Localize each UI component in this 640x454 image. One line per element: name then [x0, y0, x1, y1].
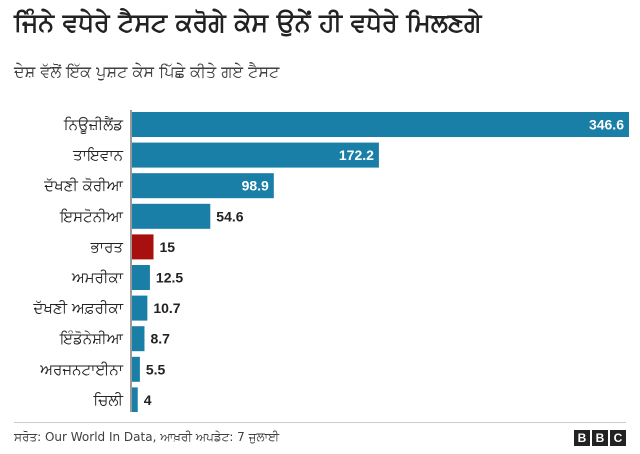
- bar: [132, 356, 140, 382]
- bar: [132, 234, 154, 260]
- value-label: 10.7: [153, 300, 180, 316]
- bbc-logo: B B C: [574, 430, 626, 446]
- category-label: ਦੱਖਣੀ ਕੋਰੀਆ: [43, 177, 124, 195]
- chart-title: ਜਿੰਨੇ ਵਧੇਰੇ ਟੈਸਟ ਕਰੋਗੇ ਕੇਸ ਉਨੇਂ ਹੀ ਵਧੇਰੇ…: [14, 8, 482, 37]
- category-label: ਨਿਊਜ਼ੀਲੈਂਡ: [63, 116, 124, 134]
- value-label: 8.7: [150, 331, 170, 347]
- source-note: ਸਰੋਤ: Our World In Data, ਆਖ਼ਰੀ ਅਪਡੇਟ: 7 …: [14, 430, 280, 444]
- category-label: ਅਰਜਨਟਾਈਨਾ: [39, 360, 124, 378]
- value-label: 98.9: [242, 178, 269, 194]
- footer-divider: [14, 422, 626, 423]
- value-label: 346.6: [589, 117, 624, 133]
- category-label: ਤਾਇਵਾਨ: [72, 146, 124, 164]
- bar: [132, 142, 379, 168]
- value-label: 172.2: [339, 147, 374, 163]
- bar: [132, 326, 145, 352]
- category-label: ਚਿਲੀ: [92, 391, 123, 409]
- bbc-logo-letter: C: [610, 430, 626, 446]
- bar: [132, 265, 150, 290]
- category-label: ਇਸਟੋਨੀਆ: [59, 207, 124, 225]
- bbc-logo-letter: B: [574, 430, 590, 446]
- chart-subtitle: ਦੇਸ਼ ਵੱਲੋਂ ਇੱਕ ਪੁਸ਼ਟ ਕੇਸ ਪਿੱਛੇ ਕੀਤੇ ਗਏ ਟ…: [14, 62, 280, 81]
- value-label: 15: [160, 239, 176, 255]
- bar: [132, 203, 211, 229]
- bar: [132, 387, 138, 412]
- value-label: 4: [144, 392, 152, 408]
- category-label: ਇੰਡੋਨੇਸ਼ੀਆ: [59, 330, 124, 348]
- category-label: ਭਾਰਤ: [90, 238, 124, 256]
- value-label: 5.5: [146, 361, 166, 377]
- value-label: 54.6: [216, 208, 243, 224]
- bbc-logo-letter: B: [592, 430, 608, 446]
- bar-chart: ਨਿਊਜ਼ੀਲੈਂਡ 346.6 ਤਾਇਵਾਨ 172.2 ਦੱਖਣੀ ਕੋਰੀਆ 98.…: [32, 110, 629, 412]
- value-label: 12.5: [156, 270, 183, 286]
- bar: [132, 112, 629, 137]
- category-label: ਅਮਰੀਕਾ: [71, 269, 124, 287]
- bar: [132, 173, 274, 199]
- category-label: ਦੱਖਣੀ ਅਫ਼ਰੀਕਾ: [32, 299, 123, 317]
- bar: [132, 295, 148, 321]
